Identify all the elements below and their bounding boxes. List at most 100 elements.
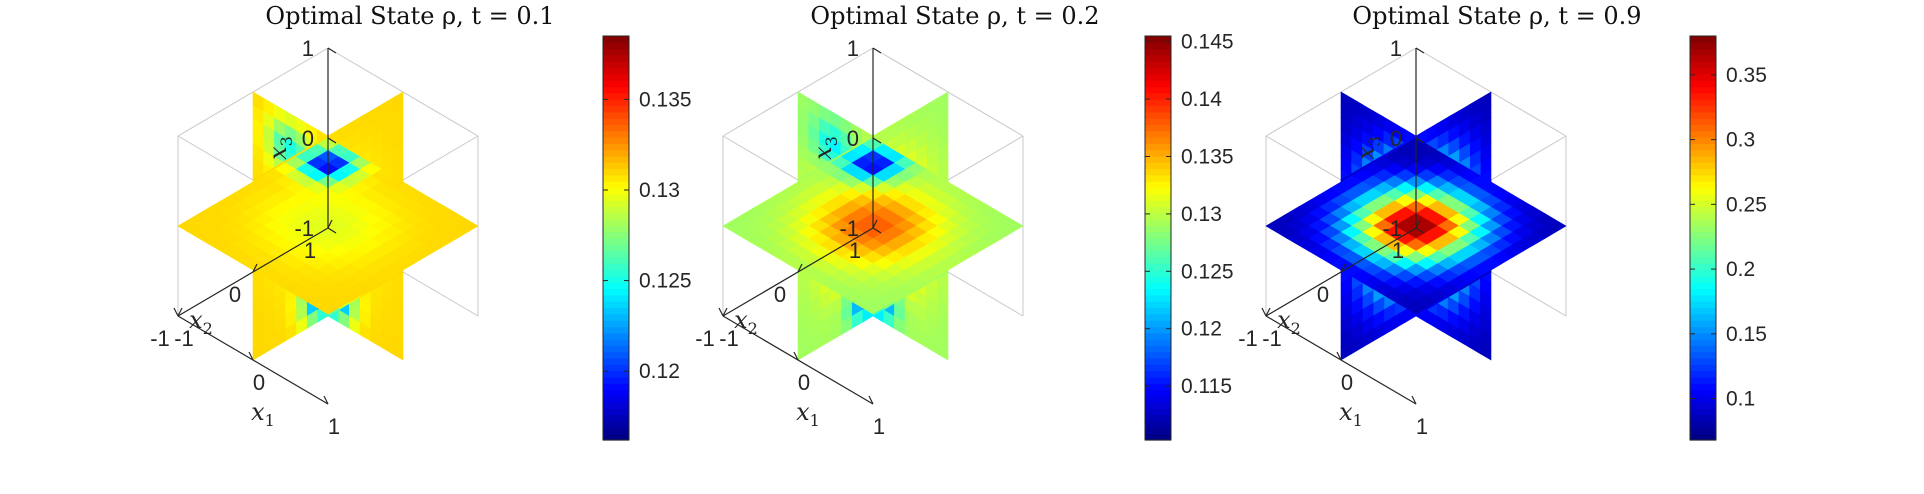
colorbar-swatch [1690, 238, 1716, 245]
x-axis-label: x1 [1339, 398, 1363, 430]
colorbar-swatch [1690, 376, 1716, 384]
colorbar-swatch [1145, 212, 1171, 220]
x-tick-label: -1 [719, 326, 739, 351]
colorbar-swatch [1690, 225, 1716, 233]
colorbar-swatch [603, 231, 629, 239]
colorbar-swatch [603, 389, 629, 397]
colorbar-swatch [603, 408, 629, 416]
colorbar-swatch [1690, 137, 1716, 144]
z-tick-mark [327, 227, 337, 234]
colorbar-swatch [1690, 187, 1716, 195]
y-tick-mark [177, 307, 183, 317]
colorbar-swatch [603, 174, 629, 182]
x-tick-mark [793, 351, 799, 361]
colorbar-swatch [1145, 42, 1171, 50]
y-axis-label: x2 [189, 306, 213, 338]
z-tick-mark [1415, 47, 1425, 54]
colorbar-swatch [1690, 326, 1716, 334]
colorbar-swatch [1690, 250, 1716, 258]
plot-title: Optimal State ρ, t = 0.1 [265, 2, 554, 30]
colorbar-swatch [1690, 149, 1716, 157]
colorbar-swatch [603, 275, 629, 283]
colorbar-swatch [603, 357, 629, 365]
colorbar-swatch [1690, 389, 1716, 397]
z-tick-mark [1415, 137, 1425, 144]
colorbar-swatch [1690, 414, 1716, 422]
x-tick-label: 1 [873, 414, 885, 439]
colorbar-swatch [1145, 307, 1171, 315]
z-tick-mark [872, 47, 882, 54]
colorbar-swatch [1145, 225, 1171, 233]
y-tick-mark [1415, 219, 1421, 229]
y-axis: 10-1x2 [150, 219, 333, 351]
x-tick-mark [173, 307, 179, 317]
colorbar-swatch [1690, 130, 1716, 138]
colorbar-swatch [1145, 238, 1171, 245]
x-tick-label: 1 [328, 414, 340, 439]
colorbar-swatch [1145, 389, 1171, 397]
colorbar-swatch [1690, 370, 1716, 378]
z-axis-label: x3 [1352, 136, 1384, 160]
y-tick-mark [1265, 307, 1271, 317]
colorbar-swatch [603, 269, 629, 277]
colorbar-swatch [1145, 395, 1171, 403]
colorbar-swatch [603, 345, 629, 353]
slice-cell-xy [316, 301, 340, 315]
x-tick-label: -1 [1262, 326, 1282, 351]
colorbar-swatch [1690, 48, 1716, 56]
colorbar-tick-label: 0.145 [1181, 31, 1234, 54]
x-axis-label: x1 [796, 398, 820, 430]
colorbar-swatch [1145, 137, 1171, 144]
colorbar-swatch [1145, 80, 1171, 88]
colorbar-swatch [603, 212, 629, 220]
colorbar-swatch [603, 42, 629, 50]
colorbar-swatch [603, 395, 629, 403]
colorbar-swatch [603, 326, 629, 334]
colorbar-swatch [1690, 124, 1716, 132]
colorbar-swatch [1690, 212, 1716, 220]
colorbar-swatch [1145, 282, 1171, 290]
colorbar-swatch [1145, 256, 1171, 264]
x-tick-mark [248, 351, 254, 361]
colorbar-swatch [1145, 288, 1171, 296]
colorbar-swatch [603, 54, 629, 62]
colorbar-swatch [1145, 54, 1171, 62]
colorbar-tick-label: 0.15 [1726, 323, 1767, 346]
y-axis: 10-1x2 [1238, 219, 1421, 351]
z-tick-mark [1415, 227, 1425, 234]
x-axis: -1 0 1 x1 [173, 307, 340, 439]
y-tick-mark [722, 307, 728, 317]
colorbar-swatch [1690, 118, 1716, 125]
colorbar-swatch [1145, 364, 1171, 372]
z-tick-mark [872, 137, 882, 144]
z-axis: -1 0 1 x3 [809, 36, 882, 241]
colorbar-swatch [1690, 288, 1716, 296]
colorbar-swatch [1145, 427, 1171, 435]
colorbar-swatch [603, 149, 629, 157]
colorbar-swatch [1145, 206, 1171, 214]
y-tick-mark [1340, 263, 1346, 273]
colorbar-swatch [603, 143, 629, 151]
colorbar-swatch [1145, 244, 1171, 252]
colorbar-swatch [1145, 332, 1171, 340]
colorbar-swatch [1690, 80, 1716, 88]
y-tick-label: -1 [695, 326, 715, 351]
x-tick-mark [1336, 351, 1342, 361]
z-tick-label: 0 [1390, 126, 1402, 151]
y-tick-label: -1 [150, 326, 170, 351]
slice-cell-xy [1404, 301, 1428, 315]
colorbar-swatch [1690, 332, 1716, 340]
x-tick-label: 0 [798, 370, 810, 395]
colorbar-swatch [1145, 383, 1171, 391]
x-tick-mark [1261, 307, 1267, 317]
colorbar-swatch [603, 193, 629, 201]
colorbar-swatch [1145, 162, 1171, 170]
colorbar-swatch [603, 124, 629, 132]
colorbar-swatch [603, 111, 629, 119]
colorbar-swatch [1690, 313, 1716, 321]
x-axis-label: x1 [251, 398, 275, 430]
z-tick-label: -1 [294, 216, 314, 241]
colorbar-swatch [1145, 370, 1171, 378]
colorbar-swatch [1145, 174, 1171, 182]
